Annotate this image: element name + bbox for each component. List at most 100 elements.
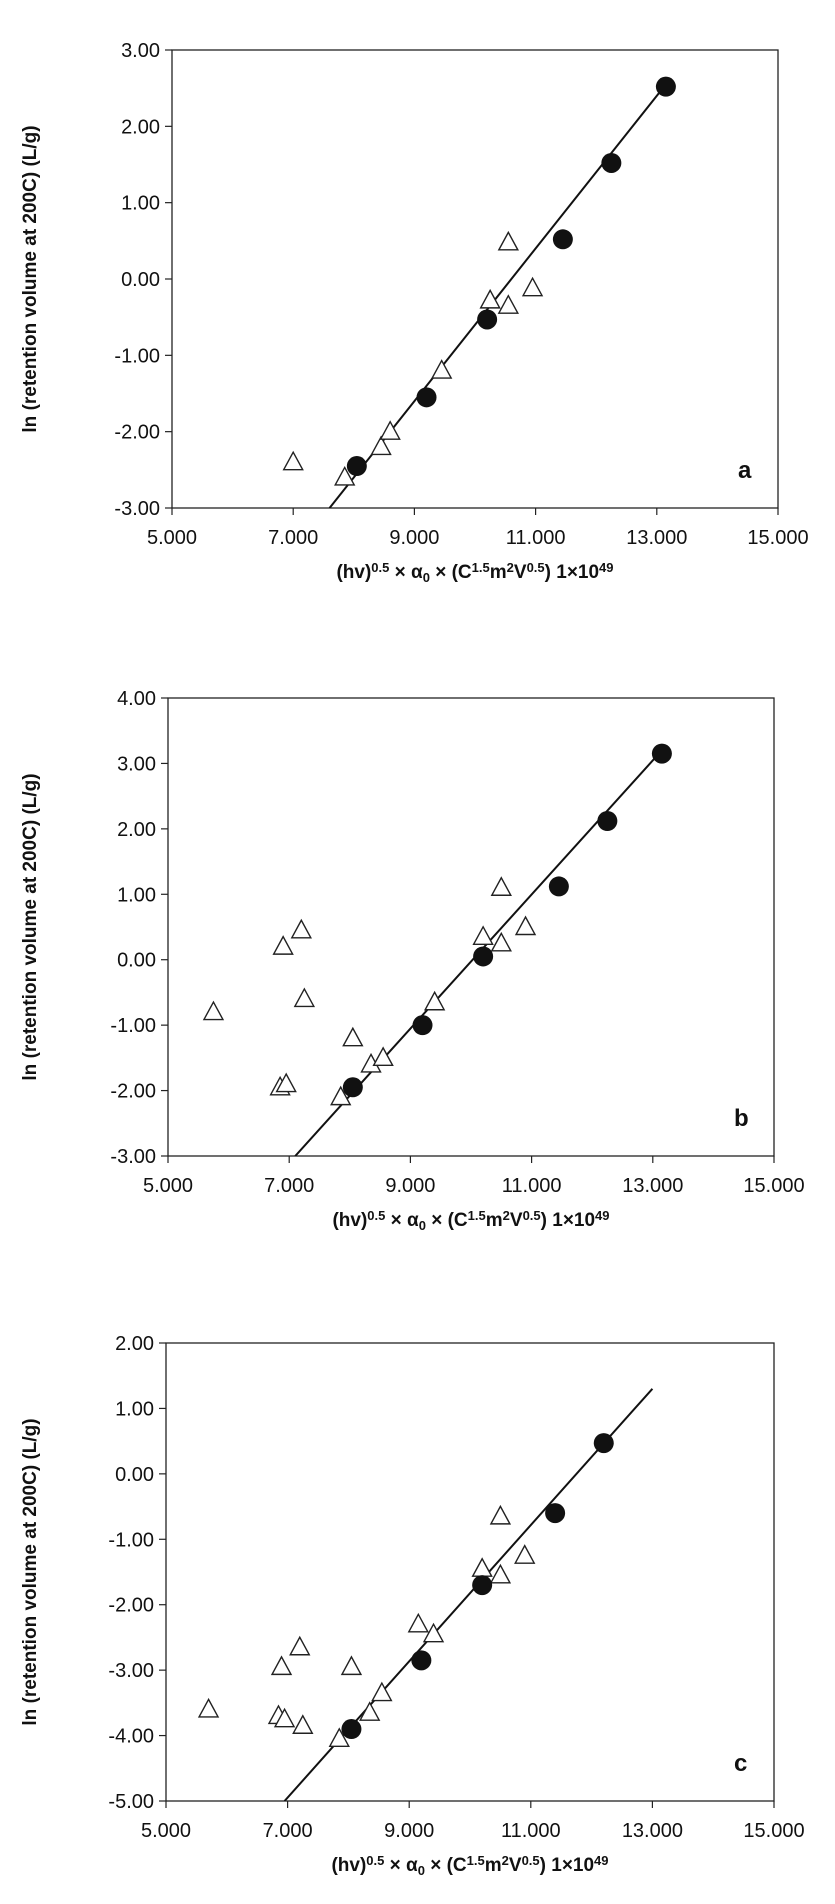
y-tick-label: 1.00 bbox=[117, 884, 156, 906]
plot-frame bbox=[171, 49, 779, 509]
triangle-point bbox=[282, 450, 304, 471]
y-tick-label: 4.00 bbox=[117, 688, 156, 710]
triangle-point bbox=[423, 990, 446, 1011]
circle-point bbox=[601, 152, 622, 173]
panel-c: 5.000 7.000 9.000 11.000 13.000 15.000 2.00 1.0… bbox=[20, 1333, 805, 1878]
circle-point bbox=[552, 229, 573, 250]
y-tick-label: 0.00 bbox=[121, 269, 160, 291]
circle-point bbox=[412, 1015, 433, 1036]
circle-point bbox=[545, 1503, 566, 1524]
circle-point bbox=[346, 456, 367, 477]
triangle-point bbox=[330, 1085, 352, 1106]
x-tick-label: 15.000 bbox=[743, 1820, 804, 1842]
triangle-point bbox=[328, 1727, 350, 1748]
x-tick-label: 13.000 bbox=[626, 527, 687, 549]
y-tick-label: -1.00 bbox=[114, 345, 160, 367]
triangle-point bbox=[497, 294, 520, 314]
y-tick-label: 0.00 bbox=[115, 1464, 154, 1486]
x-tick-label: 15.000 bbox=[747, 527, 808, 549]
triangle-point bbox=[270, 1655, 293, 1676]
circle-point bbox=[411, 1650, 432, 1671]
y-tick-label: -2.00 bbox=[110, 1081, 156, 1103]
y-tick-label: -3.00 bbox=[108, 1660, 154, 1682]
triangle-point bbox=[521, 276, 544, 297]
y-axis-title: ln (retention volume at 200C) (L/g) bbox=[20, 773, 41, 1080]
circle-point bbox=[473, 946, 494, 967]
triangle-point bbox=[371, 1681, 393, 1702]
x-tick-label: 11.000 bbox=[506, 527, 566, 549]
circle-point bbox=[655, 76, 676, 97]
y-tick-label: 3.00 bbox=[117, 753, 156, 775]
triangle-point bbox=[489, 1563, 512, 1584]
triangle-point bbox=[497, 230, 520, 251]
y-tick-label: -2.00 bbox=[114, 422, 160, 444]
x-tick-label: 13.000 bbox=[622, 1820, 683, 1842]
y-tick-label: 2.00 bbox=[121, 116, 160, 138]
triangle-point bbox=[273, 1707, 296, 1728]
x-tick-label: 11.000 bbox=[501, 1820, 561, 1842]
triangle-point bbox=[293, 987, 316, 1008]
plot-frame bbox=[165, 1342, 775, 1802]
circle-point bbox=[472, 1575, 493, 1596]
triangle-point bbox=[514, 1544, 536, 1564]
y-tick-label: -1.00 bbox=[108, 1529, 154, 1551]
y-tick-label: 0.00 bbox=[117, 950, 156, 972]
circle-point bbox=[597, 811, 618, 832]
triangle-point bbox=[292, 1714, 314, 1734]
y-tick-label: 1.00 bbox=[121, 193, 160, 215]
circle-point bbox=[548, 876, 569, 897]
x-tick-label: 11.000 bbox=[502, 1175, 562, 1197]
x-axis-title: (hv)0.5 × α0 × (C1.5m2V0.5) 1×1049 bbox=[332, 1208, 609, 1233]
y-tick-label: 3.00 bbox=[121, 40, 160, 62]
triangle-point bbox=[334, 465, 356, 486]
circle-point bbox=[342, 1077, 363, 1098]
triangle-point bbox=[372, 1046, 394, 1067]
triangle-point bbox=[471, 1557, 493, 1577]
triangle-point bbox=[430, 359, 453, 379]
y-tick-label: -3.00 bbox=[110, 1146, 156, 1168]
x-tick-label: 7.000 bbox=[268, 527, 318, 549]
triangle-point bbox=[359, 1701, 381, 1721]
triangle-point bbox=[370, 435, 392, 456]
triangle-point bbox=[202, 1000, 225, 1021]
panel-letter: c bbox=[734, 1750, 747, 1777]
panel-a: 5.000 7.000 9.000 11.000 13.000 15.000 3.00 2.0… bbox=[20, 40, 809, 585]
triangle-point bbox=[289, 1635, 311, 1656]
circle-point bbox=[593, 1433, 614, 1454]
triangle-point bbox=[272, 935, 294, 955]
y-tick-label: 1.00 bbox=[115, 1398, 154, 1420]
x-tick-label: 15.000 bbox=[743, 1175, 804, 1197]
x-tick-label: 9.000 bbox=[389, 527, 439, 549]
plot-frame bbox=[167, 697, 775, 1157]
y-tick-label: -2.00 bbox=[108, 1595, 154, 1617]
triangle-point bbox=[379, 420, 401, 440]
x-tick-label: 5.000 bbox=[143, 1175, 193, 1197]
panel-letter: a bbox=[738, 457, 752, 484]
triangle-point bbox=[479, 288, 501, 309]
triangle-point bbox=[489, 1504, 512, 1525]
x-tick-label: 7.000 bbox=[263, 1820, 313, 1842]
y-tick-label: -3.00 bbox=[114, 498, 160, 520]
x-axis-title: (hv)0.5 × α0 × (C1.5m2V0.5) 1×1049 bbox=[331, 1853, 608, 1878]
circle-point bbox=[477, 309, 498, 330]
y-tick-label: -4.00 bbox=[108, 1726, 154, 1748]
y-axis-title: ln (retention volume at 200C) (L/g) bbox=[20, 125, 41, 432]
triangle-point bbox=[472, 925, 494, 946]
circle-point bbox=[341, 1719, 362, 1740]
x-tick-label: 9.000 bbox=[385, 1175, 435, 1197]
circle-point bbox=[651, 743, 672, 764]
circle-point bbox=[416, 387, 437, 408]
x-tick-label: 5.000 bbox=[147, 527, 197, 549]
triangle-point bbox=[275, 1072, 297, 1093]
panel-b: 5.000 7.000 9.000 11.000 13.000 15.000 4.00 3.0… bbox=[20, 688, 805, 1233]
panel-letter: b bbox=[734, 1105, 749, 1132]
y-tick-label: 2.00 bbox=[117, 819, 156, 841]
x-tick-label: 9.000 bbox=[384, 1820, 434, 1842]
y-tick-label: -1.00 bbox=[110, 1015, 156, 1037]
triangle-point bbox=[422, 1622, 445, 1643]
triangle-point bbox=[490, 876, 512, 896]
triangle-point bbox=[407, 1612, 429, 1633]
triangle-point bbox=[342, 1026, 364, 1047]
triangle-point bbox=[290, 918, 312, 939]
